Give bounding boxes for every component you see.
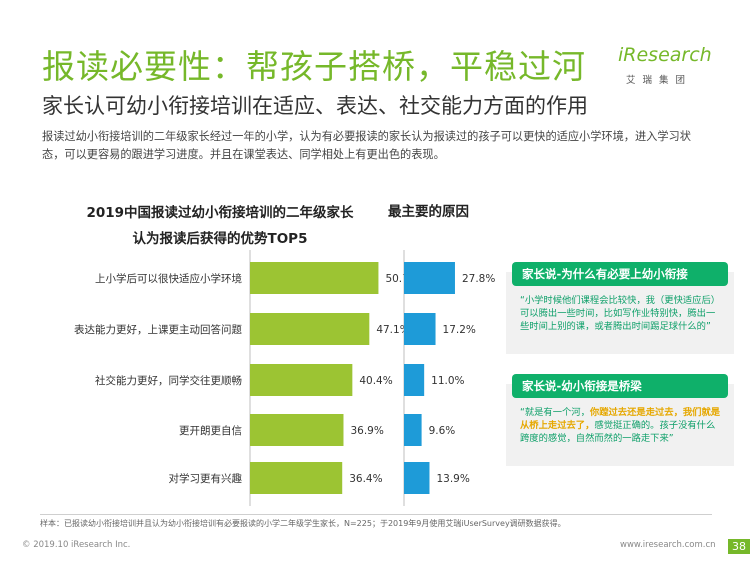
intro-paragraph: 报读过幼小衔接培训的二年级家长经过一年的小学，认为有必要报读的家长认为报读过的孩… <box>42 130 691 161</box>
right-bar-1 <box>404 313 436 345</box>
left-bar-3 <box>250 414 344 446</box>
quote-text-before: “就是有一个河， <box>520 407 590 418</box>
left-value-label-2: 40.4% <box>359 375 392 387</box>
quote-text-highlight: 你蹚过去还是走过去，我们就是从桥上走过去了， <box>520 407 721 431</box>
quote-box-why: 家长说-为什么有必要上幼小衔接 “小学时候他们课程会比较快，我（更快适应后）可以… <box>506 262 734 354</box>
right-bar-3 <box>404 414 422 446</box>
right-value-label-2: 11.0% <box>431 375 464 387</box>
quote-heading-why: 家长说-为什么有必要上幼小衔接 <box>512 262 728 286</box>
right-value-label-3: 9.6% <box>429 425 456 437</box>
right-value-label-1: 17.2% <box>443 324 476 336</box>
left-category-label-3: 更开朗更自信 <box>179 424 242 437</box>
left-bar-2 <box>250 364 353 396</box>
right-bar-2 <box>404 364 425 396</box>
website: www.iresearch.com.cn <box>620 540 716 550</box>
left-value-label-4: 36.4% <box>349 473 382 485</box>
reason-chart-title: 最主要的原因 <box>388 204 469 220</box>
quote-heading-bridge: 家长说-幼小衔接是桥梁 <box>512 374 728 398</box>
quote-text-why: “小学时候他们课程会比较快，我（更快适应后）可以腾出一些时间，比如写作业特别快，… <box>520 295 721 332</box>
chart-title-line-1: 2019中国报读过幼小衔接培训的二年级家长 <box>86 205 354 221</box>
quote-box-bridge: 家长说-幼小衔接是桥梁 “就是有一个河，你蹚过去还是走过去，我们就是从桥上走过去… <box>506 374 734 466</box>
right-value-label-0: 27.8% <box>462 273 495 285</box>
copyright: © 2019.10 iResearch Inc. <box>22 540 131 550</box>
logo-cn: 艾瑞集团 <box>626 75 693 86</box>
left-value-label-3: 36.9% <box>350 425 383 437</box>
left-value-label-1: 47.1% <box>376 324 409 336</box>
left-category-label-1: 表达能力更好，上课更主动回答问题 <box>74 323 242 336</box>
left-category-label-2: 社交能力更好，同学交往更顺畅 <box>95 374 242 387</box>
iresearch-logo: iResearch 艾瑞集团 <box>614 44 724 94</box>
right-bar-0 <box>404 262 455 294</box>
quote-text-bridge: “就是有一个河，你蹚过去还是走过去，我们就是从桥上走过去了，感觉挺正确的。孩子没… <box>506 384 734 455</box>
right-value-label-4: 13.9% <box>436 473 469 485</box>
left-category-label-0: 上小学后可以很快适应小学环境 <box>95 272 242 285</box>
footnote: 样本：已报读幼小衔接培训并且认为幼小衔接培训有必要报读的小学二年级学生家长，N=… <box>40 519 566 528</box>
left-bar-0 <box>250 262 379 294</box>
chart-title-line-2: 认为报读后获得的优势TOP5 <box>132 231 308 247</box>
footer-divider <box>40 514 712 515</box>
left-bar-1 <box>250 313 370 345</box>
chart-title: 2019中国报读过幼小衔接培训的二年级家长 认为报读后获得的优势TOP5 <box>60 200 380 252</box>
logo-brand: iResearch <box>618 44 712 66</box>
page-subtitle: 家长认可幼小衔接培训在适应、表达、社交能力方面的作用 <box>42 94 588 118</box>
right-bar-4 <box>404 462 430 494</box>
page-number: 38 <box>728 539 750 554</box>
quote-text-after: 感觉挺正确的。孩子没有什么跨度的感觉，自然而然的一路走下来” <box>520 420 716 444</box>
left-bar-4 <box>250 462 343 494</box>
page-title: 报读必要性：帮孩子搭桥，平稳过河 <box>42 47 586 86</box>
left-category-label-4: 对学习更有兴趣 <box>169 472 243 485</box>
